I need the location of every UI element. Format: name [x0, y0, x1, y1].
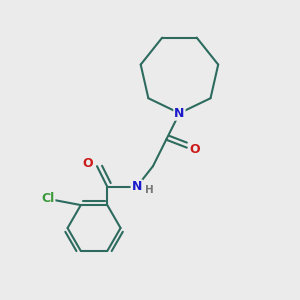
- Text: O: O: [83, 157, 94, 170]
- Text: H: H: [145, 185, 154, 195]
- Text: N: N: [174, 107, 184, 120]
- Text: Cl: Cl: [41, 192, 55, 205]
- Text: O: O: [190, 142, 200, 156]
- Text: N: N: [132, 180, 142, 193]
